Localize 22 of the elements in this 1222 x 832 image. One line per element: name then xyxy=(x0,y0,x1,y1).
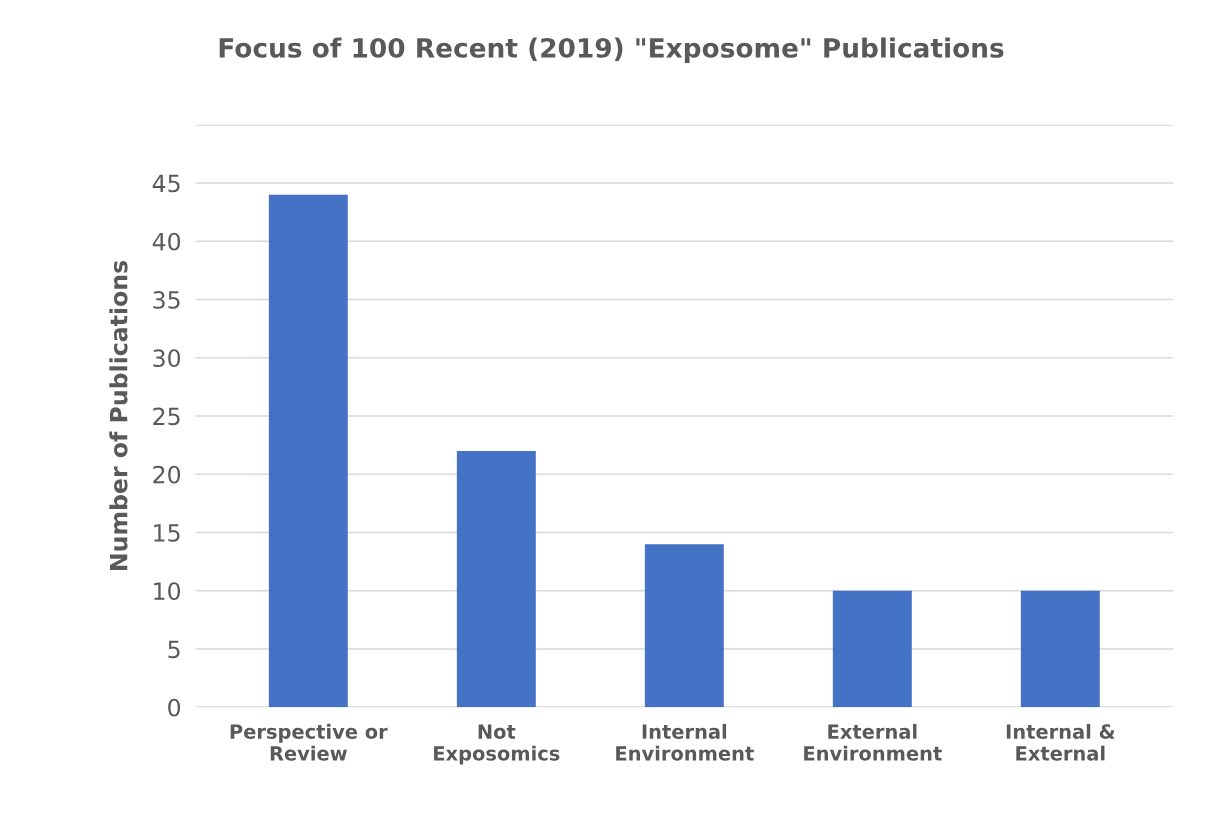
y-tick-label: 0 xyxy=(168,698,181,717)
x-tick-label: Not Exposomics xyxy=(434,724,560,765)
y-tick-label: 15 xyxy=(154,524,180,542)
y-axis-title: Number of Publications xyxy=(109,260,128,570)
y-tick-label: 20 xyxy=(153,465,181,484)
bar xyxy=(268,194,348,708)
y-tick-label: 5 xyxy=(168,640,180,659)
y-tick-label: 25 xyxy=(153,407,180,426)
x-tick-label: Perspective or Review xyxy=(230,723,388,761)
x-tick-label: Internal Environment xyxy=(616,723,754,761)
bar xyxy=(832,590,912,708)
y-tick-label: 45 xyxy=(152,174,180,193)
x-tick-label: External Environment xyxy=(804,723,942,761)
bar xyxy=(456,450,536,708)
y-tick-label: 35 xyxy=(153,290,180,309)
y-tick-label: 30 xyxy=(153,349,181,368)
y-tick-label: 40 xyxy=(152,232,181,251)
chart-title: Focus of 100 Recent (2019) "Exposome" Publications xyxy=(219,37,1004,63)
bar xyxy=(1020,590,1100,708)
x-tick-label: Internal & External xyxy=(1006,723,1115,761)
y-tick-label: 10 xyxy=(154,582,181,601)
bar xyxy=(644,544,724,708)
